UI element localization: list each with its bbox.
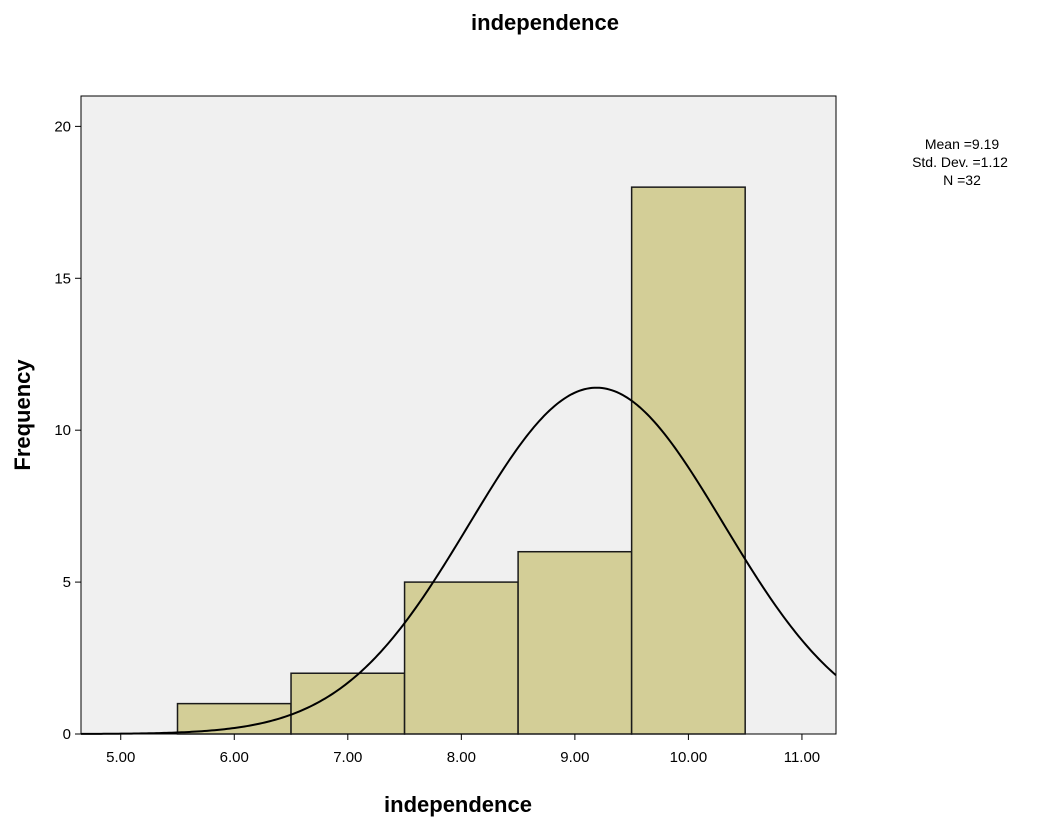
histogram-bar bbox=[403, 581, 519, 735]
x-tick-label: 7.00 bbox=[333, 749, 362, 766]
y-axis-label: Frequency bbox=[10, 359, 35, 471]
histogram-bar bbox=[630, 186, 746, 735]
y-tick-label: 10 bbox=[54, 422, 71, 439]
stats-box: Mean =9.19 Std. Dev. =1.12 N =32 bbox=[912, 136, 1008, 188]
x-tick-label: 10.00 bbox=[670, 749, 708, 766]
stats-sd: Std. Dev. =1.12 bbox=[912, 154, 1008, 170]
y-tick-label: 20 bbox=[54, 118, 71, 135]
x-tick-label: 8.00 bbox=[447, 749, 476, 766]
y-tick-label: 5 bbox=[63, 574, 71, 591]
histogram-bar bbox=[176, 702, 292, 735]
x-axis-label: independence bbox=[384, 792, 532, 817]
x-tick-label: 11.00 bbox=[784, 749, 820, 766]
x-tick-label: 5.00 bbox=[106, 749, 135, 766]
x-tick-label: 6.00 bbox=[220, 749, 249, 766]
curve-group bbox=[80, 386, 837, 735]
y-axis: 0 5 10 15 20 bbox=[54, 118, 81, 743]
x-tick-label: 9.00 bbox=[560, 749, 589, 766]
normal-curve bbox=[80, 386, 837, 735]
stats-n: N =32 bbox=[943, 172, 981, 188]
x-axis: 5.00 6.00 7.00 8.00 9.00 10.00 11.00 bbox=[106, 734, 820, 766]
chart-title: independence bbox=[471, 10, 619, 35]
histogram-bar bbox=[517, 550, 633, 735]
y-tick-label: 0 bbox=[63, 726, 71, 743]
stats-mean: Mean =9.19 bbox=[925, 136, 1000, 152]
y-tick-label: 15 bbox=[54, 270, 71, 287]
bars-group bbox=[176, 186, 746, 735]
